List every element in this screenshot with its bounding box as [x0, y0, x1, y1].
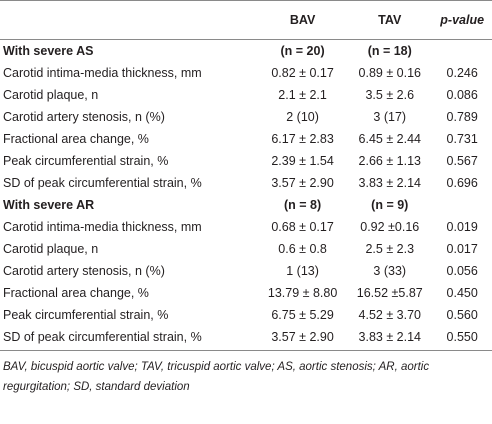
count-cell: (n = 18)	[367, 44, 412, 58]
value-cell: 0.696	[446, 176, 478, 190]
data-row: Carotid plaque, n 0.6 ± 0.8 2.5 ± 2.3 0.017	[0, 238, 492, 260]
row-label: Carotid plaque, n	[3, 242, 99, 256]
row-label: SD of peak circumferential strain, %	[3, 176, 202, 190]
value-cell: 0.567	[446, 154, 478, 168]
value-cell: 0.086	[446, 88, 478, 102]
value-cell: 0.019	[446, 220, 478, 234]
section-title: With severe AS	[3, 44, 94, 58]
table-body: With severe AS (n = 20) (n = 18) Carotid in…	[0, 40, 492, 351]
row-label: Carotid artery stenosis, n (%)	[3, 264, 165, 278]
value-cell: 3.83 ± 2.14	[358, 176, 421, 190]
header-cell: TAV	[347, 0, 433, 40]
value-cell: 0.017	[446, 242, 478, 256]
header-row: BAV TAV p-value	[0, 0, 492, 40]
value-cell: 4.52 ± 3.70	[358, 308, 421, 322]
value-cell: 3.83 ± 2.14	[347, 326, 433, 351]
data-row: Carotid plaque, n 2.1 ± 2.1 3.5 ± 2.6 0.086	[0, 84, 492, 106]
data-row: SD of peak circumferential strain, % 3.57…	[0, 172, 492, 194]
value-cell: 0.550	[432, 326, 492, 351]
value-cell: 3.57 ± 2.90	[258, 326, 348, 351]
row-label: SD of peak circumferential strain, %	[0, 326, 258, 351]
count-cell: (n = 20)	[280, 44, 325, 58]
value-cell: 0.6 ± 0.8	[278, 242, 327, 256]
header-cell: BAV	[258, 0, 348, 40]
row-label: Fractional area change, %	[3, 132, 149, 146]
value-cell: 13.79 ± 8.80	[267, 286, 338, 300]
value-cell: 2.5 ± 2.3	[365, 242, 415, 256]
data-row: Carotid artery stenosis, n (%) 2 (10) 3 (1…	[0, 106, 492, 128]
value-cell: 0.68 ± 0.17	[271, 220, 334, 234]
value-cell: 6.75 ± 5.29	[271, 308, 334, 322]
data-row: Carotid artery stenosis, n (%) 1 (13) 3 (3…	[0, 260, 492, 282]
value-cell: 0.731	[446, 132, 478, 146]
data-row: Peak circumferential strain, % 6.75 ± 5.2…	[0, 304, 492, 326]
value-cell: 3 (17)	[373, 110, 407, 124]
value-cell: 0.450	[446, 286, 478, 300]
section-row: With severe AR (n = 8) (n = 9)	[0, 194, 492, 216]
count-cell: (n = 9)	[371, 198, 409, 212]
value-cell: 0.89 ± 0.16	[358, 66, 421, 80]
value-cell: 0.789	[446, 110, 478, 124]
value-cell: 0.92 ±0.16	[360, 220, 420, 234]
value-cell: 0.82 ± 0.17	[271, 66, 334, 80]
value-cell: 3.57 ± 2.90	[271, 176, 334, 190]
value-cell: 2.1 ± 2.1	[278, 88, 327, 102]
value-cell: 0.056	[446, 264, 478, 278]
header-cell: p-value	[432, 0, 492, 40]
value-cell: 6.17 ± 2.83	[271, 132, 334, 146]
row-label: Carotid plaque, n	[3, 88, 99, 102]
data-row: SD of peak circumferential strain, % 3.57…	[0, 326, 492, 351]
empty-cell	[432, 40, 492, 63]
row-label: Peak circumferential strain, %	[3, 308, 169, 322]
header-cell	[0, 0, 258, 40]
value-cell: 16.52 ±5.87	[356, 286, 423, 300]
row-label: Carotid artery stenosis, n (%)	[3, 110, 165, 124]
data-row: Fractional area change, % 6.17 ± 2.83 6.45…	[0, 128, 492, 150]
value-cell: 0.246	[446, 66, 478, 80]
count-cell: (n = 8)	[284, 198, 322, 212]
data-row: Carotid intima-media thickness, mm 0.82 ±…	[0, 62, 492, 84]
empty-cell	[432, 194, 492, 216]
value-cell: 3 (33)	[373, 264, 407, 278]
section-row: With severe AS (n = 20) (n = 18)	[0, 40, 492, 63]
value-cell: 2.39 ± 1.54	[271, 154, 334, 168]
value-cell: 1 (13)	[286, 264, 319, 278]
value-cell: 3.5 ± 2.6	[365, 88, 415, 102]
row-label: Peak circumferential strain, %	[3, 154, 169, 168]
row-label: Carotid intima-media thickness, mm	[3, 220, 202, 234]
data-row: Carotid intima-media thickness, mm 0.68 ±…	[0, 216, 492, 238]
data-table: BAV TAV p-value With severe AS (n = 20) (n…	[0, 0, 492, 351]
data-row: Fractional area change, % 13.79 ± 8.80 16.…	[0, 282, 492, 304]
value-cell: 2.66 ± 1.13	[358, 154, 421, 168]
value-cell: 2 (10)	[286, 110, 319, 124]
section-title: With severe AR	[3, 198, 95, 212]
row-label: Fractional area change, %	[3, 286, 149, 300]
row-label: Carotid intima-media thickness, mm	[3, 66, 202, 80]
value-cell: 0.560	[446, 308, 478, 322]
footnote: BAV, bicuspid aortic valve; TAV, tricusp…	[3, 361, 430, 393]
data-row: Peak circumferential strain, % 2.39 ± 1.5…	[0, 150, 492, 172]
value-cell: 6.45 ± 2.44	[358, 132, 421, 146]
